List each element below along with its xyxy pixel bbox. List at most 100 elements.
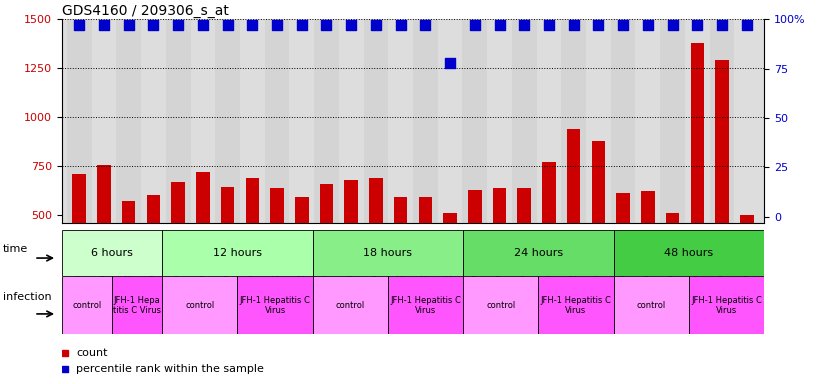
Bar <box>320 184 333 313</box>
Text: control: control <box>73 301 102 310</box>
Bar <box>166 19 191 223</box>
Bar <box>616 194 630 313</box>
Text: control: control <box>185 301 215 310</box>
Point <box>419 22 432 28</box>
Bar <box>62 230 162 276</box>
Bar <box>487 19 512 223</box>
Bar <box>614 276 689 334</box>
Point <box>591 22 605 28</box>
Bar <box>419 197 432 313</box>
Bar <box>660 19 685 223</box>
Text: 12 hours: 12 hours <box>213 248 262 258</box>
Bar <box>162 230 313 276</box>
Point <box>666 22 679 28</box>
Text: count: count <box>76 348 107 358</box>
Bar <box>542 162 556 313</box>
Point <box>295 22 308 28</box>
Bar <box>295 197 309 313</box>
Point <box>147 22 160 28</box>
Bar <box>734 19 759 223</box>
Point <box>567 22 581 28</box>
Bar <box>313 230 463 276</box>
Bar <box>685 19 710 223</box>
Point <box>616 22 629 28</box>
Bar <box>394 197 407 313</box>
Point <box>493 22 506 28</box>
Text: 18 hours: 18 hours <box>363 248 412 258</box>
Point <box>122 22 135 28</box>
Bar <box>539 276 614 334</box>
Bar <box>240 19 264 223</box>
Point <box>691 22 704 28</box>
Bar <box>363 19 388 223</box>
Point <box>715 22 729 28</box>
Bar <box>586 19 610 223</box>
Bar <box>413 19 438 223</box>
Bar <box>493 189 506 313</box>
Bar <box>221 187 235 313</box>
Bar <box>264 19 289 223</box>
Bar <box>517 189 531 313</box>
Bar <box>314 19 339 223</box>
Bar <box>666 213 679 313</box>
Bar <box>147 195 160 313</box>
Bar <box>691 43 704 313</box>
Bar <box>344 180 358 313</box>
Point <box>394 22 407 28</box>
Bar <box>97 165 111 313</box>
Bar <box>715 60 729 313</box>
Bar <box>339 19 363 223</box>
Bar <box>740 215 753 313</box>
Bar <box>468 190 482 313</box>
Point <box>221 22 235 28</box>
Point <box>369 22 382 28</box>
Point <box>444 60 457 66</box>
Point <box>270 22 283 28</box>
Bar <box>67 19 92 223</box>
Text: 48 hours: 48 hours <box>664 248 714 258</box>
Bar <box>112 276 162 334</box>
Text: JFH-1 Hepatitis C
Virus: JFH-1 Hepatitis C Virus <box>691 296 762 315</box>
Bar <box>92 19 116 223</box>
Bar <box>635 19 660 223</box>
Bar <box>463 276 539 334</box>
Text: JFH-1 Hepa
titis C Virus: JFH-1 Hepa titis C Virus <box>113 296 161 315</box>
Bar <box>116 19 141 223</box>
Text: 24 hours: 24 hours <box>514 248 563 258</box>
Text: control: control <box>487 301 515 310</box>
Bar <box>162 276 238 334</box>
Text: control: control <box>637 301 666 310</box>
Bar <box>388 19 413 223</box>
Text: JFH-1 Hepatitis C
Virus: JFH-1 Hepatitis C Virus <box>390 296 461 315</box>
Bar <box>196 172 210 313</box>
Bar <box>171 182 185 313</box>
Bar <box>614 230 764 276</box>
Bar <box>313 276 388 334</box>
Bar <box>191 19 216 223</box>
Point <box>740 22 753 28</box>
Text: 6 hours: 6 hours <box>91 248 133 258</box>
Point <box>197 22 210 28</box>
Bar <box>245 178 259 313</box>
Point <box>172 22 185 28</box>
Bar <box>289 19 314 223</box>
Point <box>245 22 259 28</box>
Bar <box>591 141 605 313</box>
Bar <box>641 191 655 313</box>
Bar <box>444 213 457 313</box>
Bar <box>369 178 382 313</box>
Point <box>543 22 556 28</box>
Text: JFH-1 Hepatitis C
Virus: JFH-1 Hepatitis C Virus <box>540 296 611 315</box>
Bar <box>710 19 734 223</box>
Point <box>344 22 358 28</box>
Bar <box>216 19 240 223</box>
Bar <box>238 276 313 334</box>
Text: time: time <box>3 244 28 254</box>
Point <box>641 22 654 28</box>
Bar <box>512 19 537 223</box>
Point <box>320 22 333 28</box>
Bar <box>610 19 635 223</box>
Bar <box>141 19 166 223</box>
Text: JFH-1 Hepatitis C
Virus: JFH-1 Hepatitis C Virus <box>240 296 311 315</box>
Bar <box>463 19 487 223</box>
